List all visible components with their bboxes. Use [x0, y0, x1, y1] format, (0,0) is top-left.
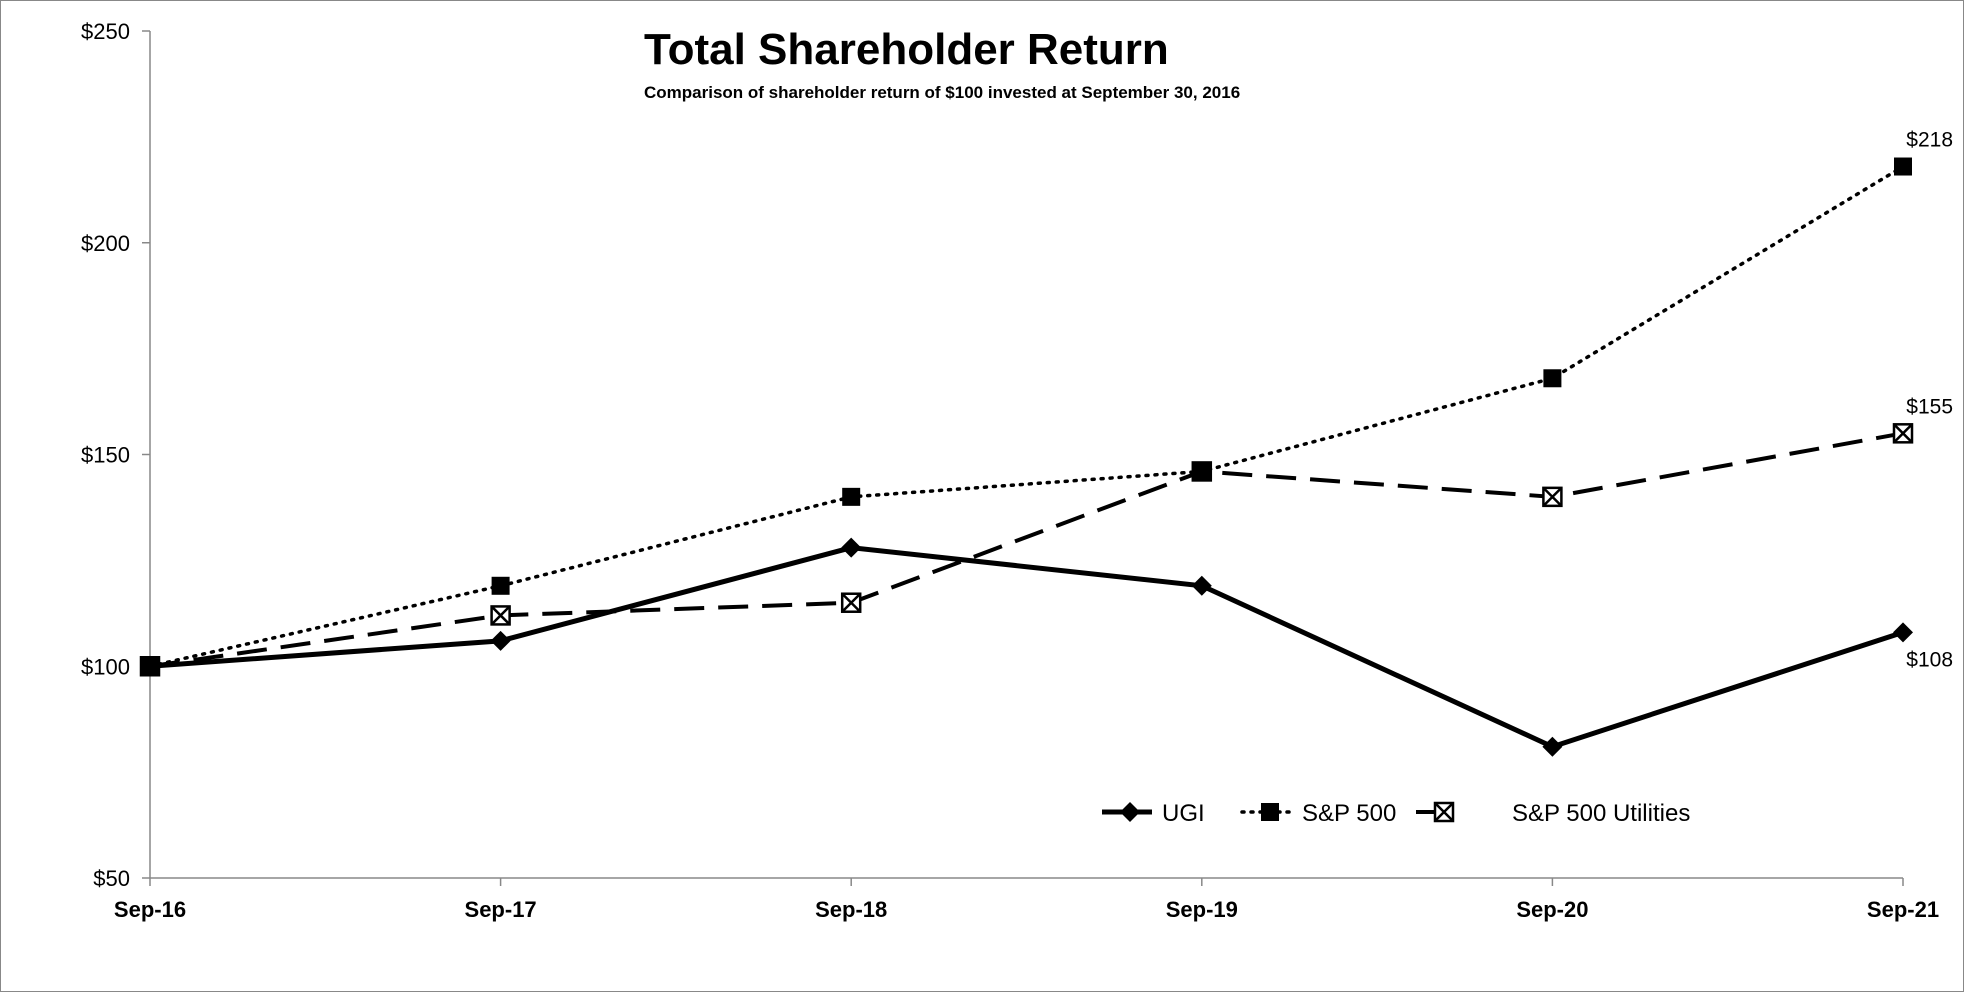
y-tick-label: $150	[81, 443, 130, 468]
y-tick-label: $100	[81, 654, 130, 679]
square-marker	[1192, 462, 1211, 481]
square-marker	[842, 487, 861, 506]
square-marker	[1894, 157, 1912, 176]
x-tick-label: Sep-21	[1867, 897, 1939, 922]
x-tick-label: Sep-16	[114, 897, 186, 922]
x-tick-label: Sep-17	[465, 897, 537, 922]
series-line	[148, 164, 1905, 668]
legend: UGI S&P 500 S&P 500 Utilities	[1102, 800, 1690, 827]
data-label: $108	[1906, 648, 1953, 671]
diamond-marker	[1542, 736, 1563, 757]
diamond-marker	[490, 630, 511, 651]
diamond-marker	[1120, 802, 1140, 822]
legend-item: UGI	[1102, 800, 1205, 827]
x-square-marker-cross	[490, 605, 511, 626]
chart-title: Total Shareholder Return	[644, 25, 1169, 74]
square-marker	[1261, 803, 1279, 821]
legend-item: S&P 500 Utilities	[1416, 800, 1690, 827]
legend-label: S&P 500 Utilities	[1512, 800, 1690, 827]
series-line	[149, 545, 1904, 750]
diamond-marker	[140, 656, 160, 677]
x-square-marker-cross	[1542, 486, 1563, 507]
data-label: $155	[1906, 395, 1953, 418]
square-marker	[1543, 369, 1562, 388]
chart-subtitle: Comparison of shareholder return of $100…	[644, 83, 1240, 102]
legend-item: S&P 500	[1240, 800, 1396, 827]
diamond-marker	[1893, 622, 1913, 643]
y-tick-label: $50	[93, 866, 130, 891]
y-tick-label: $200	[81, 231, 130, 256]
square-marker	[491, 576, 510, 595]
x-tick-label: Sep-18	[815, 897, 887, 922]
x-square-marker-cross	[841, 592, 862, 613]
legend-label: S&P 500	[1302, 800, 1396, 827]
x-tick-label: Sep-19	[1166, 897, 1238, 922]
diamond-marker	[1191, 575, 1212, 596]
x-tick-label: Sep-20	[1516, 897, 1588, 922]
legend-label: UGI	[1162, 800, 1205, 827]
series-ugi: $108	[140, 537, 1953, 757]
x-square-marker-cross	[1893, 423, 1913, 444]
series-line	[149, 431, 1904, 669]
y-tick-label: $250	[81, 19, 130, 44]
diamond-marker	[841, 537, 862, 558]
x-square-marker-cross	[1434, 802, 1454, 822]
data-label: $218	[1906, 129, 1953, 152]
